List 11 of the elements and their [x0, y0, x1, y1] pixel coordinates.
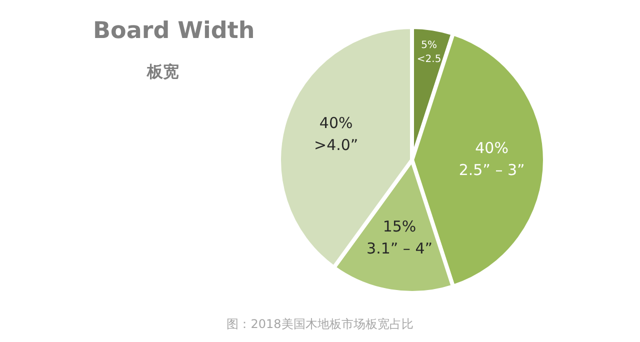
text: 图：2018美国木地板市场板宽占比 — [226, 316, 414, 333]
slice-label: 3.1” – 4” — [366, 240, 433, 258]
slice-label: >4.0” — [314, 136, 358, 154]
text: 板宽 — [147, 62, 179, 83]
slice-label: 2.5” – 3” — [458, 160, 525, 179]
data-label: 40% — [475, 138, 508, 157]
slice-label: <2.5 — [416, 54, 442, 65]
data-label: 5% — [421, 40, 437, 51]
data-label: 40% — [319, 114, 353, 132]
chart-title: Board Width — [93, 18, 255, 44]
data-label: 15% — [382, 218, 416, 236]
